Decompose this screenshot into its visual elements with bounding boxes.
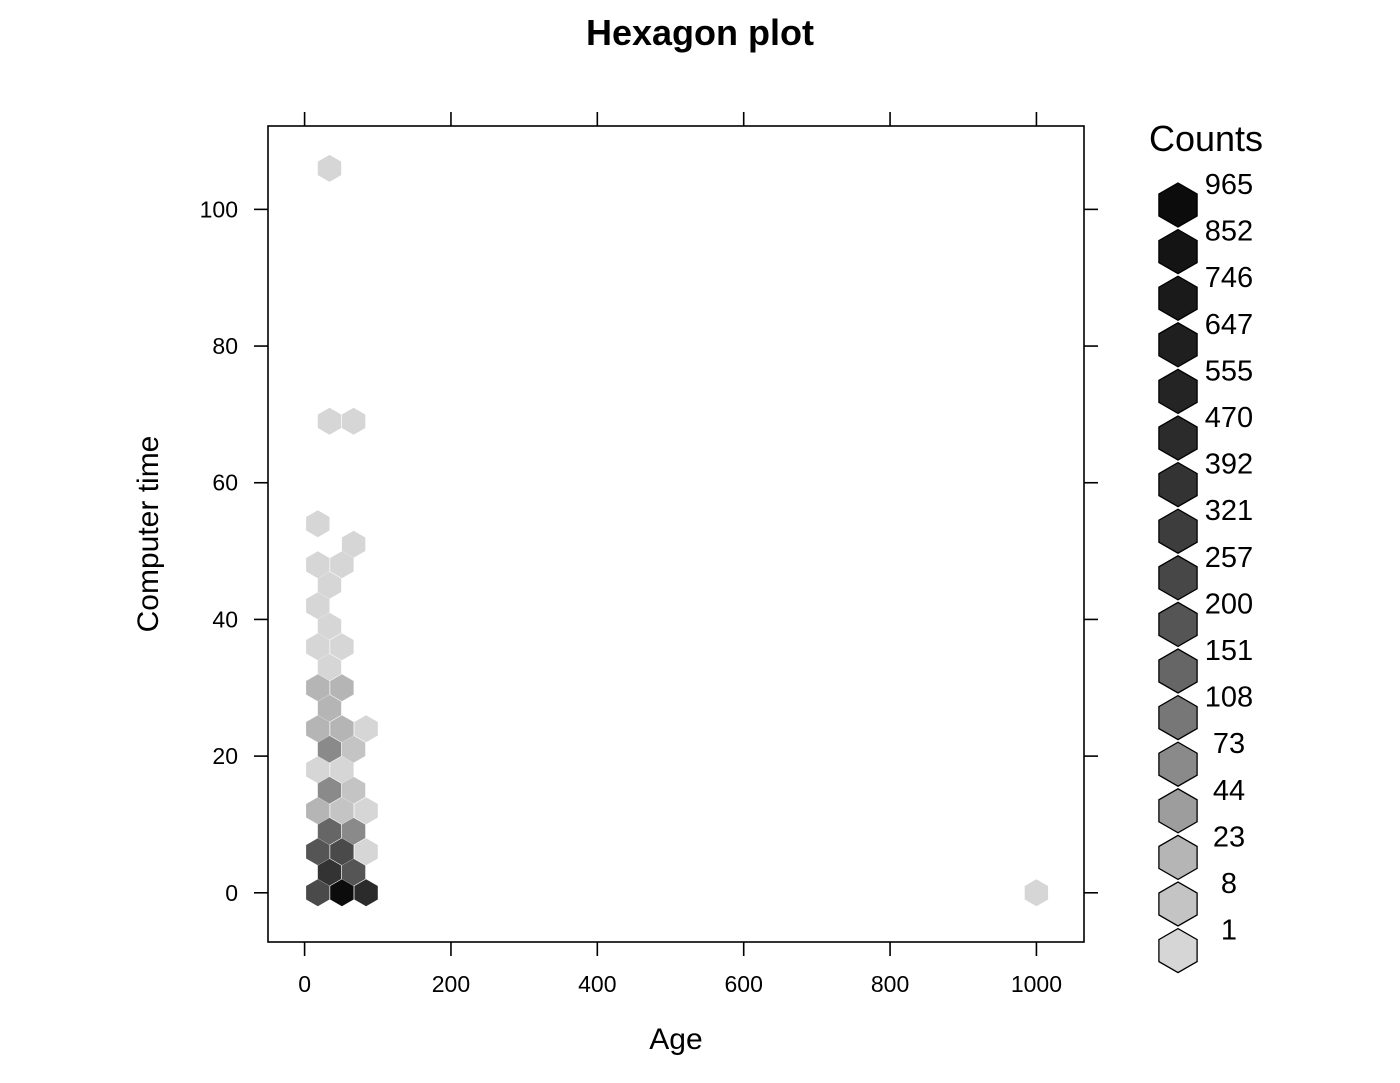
hex-bin bbox=[341, 735, 366, 763]
legend-label: 73 bbox=[1213, 728, 1245, 760]
hex-bin bbox=[306, 592, 330, 620]
chart-title: Hexagon plot bbox=[586, 12, 814, 53]
hex-bin bbox=[330, 715, 354, 743]
x-tick-label: 400 bbox=[578, 971, 616, 997]
hex-bin bbox=[317, 407, 342, 435]
y-tick-label: 60 bbox=[212, 470, 238, 496]
hex-bin bbox=[354, 797, 378, 825]
hex-bin bbox=[330, 674, 354, 702]
hex-bin bbox=[306, 838, 330, 866]
hex-bin bbox=[317, 694, 342, 722]
x-tick-label: 200 bbox=[432, 971, 470, 997]
legend-key bbox=[1158, 881, 1198, 927]
legend-key bbox=[1158, 927, 1198, 974]
hex-bin bbox=[330, 551, 354, 579]
legend-key bbox=[1158, 648, 1198, 694]
legend-key bbox=[1158, 461, 1198, 508]
legend-key bbox=[1158, 788, 1198, 834]
legend-label: 8 bbox=[1221, 868, 1237, 900]
legend-key bbox=[1158, 601, 1198, 648]
hex-bin bbox=[317, 653, 342, 681]
hex-bin bbox=[341, 858, 366, 886]
hex-bin bbox=[341, 530, 366, 558]
y-axis-label: Computer time bbox=[132, 436, 165, 633]
hex-bin bbox=[354, 715, 378, 743]
x-tick-label: 1000 bbox=[1011, 971, 1062, 997]
hex-bin bbox=[306, 510, 330, 538]
hex-bin bbox=[306, 715, 330, 743]
hex-bin bbox=[306, 756, 330, 784]
x-tick-label: 600 bbox=[725, 971, 763, 997]
legend-label: 470 bbox=[1205, 402, 1253, 434]
y-tick-label: 100 bbox=[200, 196, 238, 222]
legend-key bbox=[1158, 228, 1198, 275]
y-tick-label: 20 bbox=[212, 743, 238, 769]
hex-bin bbox=[1024, 879, 1049, 907]
hex-bin bbox=[330, 838, 354, 866]
legend-key bbox=[1158, 182, 1198, 228]
plot-frame bbox=[267, 125, 1085, 943]
x-axis: 0 200 400 600 800 1000 bbox=[298, 112, 1062, 997]
legend-label: 1 bbox=[1221, 915, 1237, 947]
hex-bin bbox=[354, 838, 378, 866]
x-tick-label: 800 bbox=[871, 971, 909, 997]
legend-label: 200 bbox=[1205, 588, 1253, 620]
plot-panel bbox=[267, 125, 1085, 943]
hex-bin bbox=[317, 858, 342, 886]
legend-label: 257 bbox=[1205, 542, 1253, 574]
y-tick-label: 80 bbox=[212, 333, 238, 359]
hex-bin bbox=[330, 756, 354, 784]
y-axis: 0 20 40 60 80 100 bbox=[200, 196, 1098, 906]
y-tick-label: 40 bbox=[212, 606, 238, 632]
legend-label: 321 bbox=[1205, 495, 1253, 527]
legend-key bbox=[1158, 694, 1198, 741]
hex-bin bbox=[317, 817, 342, 845]
legend-label: 852 bbox=[1205, 216, 1253, 248]
hex-bin bbox=[317, 154, 342, 182]
legend-key bbox=[1158, 834, 1198, 881]
legend-key bbox=[1158, 415, 1198, 461]
hex-bin bbox=[341, 817, 366, 845]
hex-bin bbox=[330, 797, 354, 825]
hex-bin bbox=[317, 571, 342, 599]
legend-label: 44 bbox=[1213, 775, 1245, 807]
hex-bin bbox=[330, 633, 354, 661]
legend-key bbox=[1158, 275, 1198, 321]
hex-bin bbox=[330, 879, 354, 907]
legend-label: 151 bbox=[1205, 635, 1253, 667]
legend-label: 23 bbox=[1213, 821, 1245, 853]
hex-bin bbox=[306, 633, 330, 661]
hex-bin bbox=[341, 776, 366, 804]
hex-bin bbox=[317, 735, 342, 763]
hex-bin bbox=[341, 407, 366, 435]
legend-title: Counts bbox=[1149, 118, 1263, 159]
hex-bin bbox=[306, 674, 330, 702]
hex-bin bbox=[306, 551, 330, 579]
legend-key bbox=[1158, 555, 1198, 601]
legend-key bbox=[1158, 322, 1198, 368]
x-axis-label: Age bbox=[649, 1023, 702, 1056]
x-tick-label: 0 bbox=[298, 971, 311, 997]
legend-key bbox=[1158, 508, 1198, 554]
legend-label: 108 bbox=[1205, 682, 1253, 714]
legend-label: 965 bbox=[1205, 169, 1253, 201]
hex-bin bbox=[306, 879, 330, 907]
hex-bin bbox=[317, 612, 342, 640]
hex-bin bbox=[354, 879, 378, 907]
hex-bin bbox=[306, 797, 330, 825]
legend-key bbox=[1158, 741, 1198, 787]
legend: Counts 965 852 746 647 555 470 392 321 257 200 151… bbox=[1149, 118, 1263, 974]
legend-label: 392 bbox=[1205, 449, 1253, 481]
legend-label: 555 bbox=[1205, 355, 1253, 387]
legend-label: 647 bbox=[1205, 309, 1253, 341]
legend-label: 746 bbox=[1205, 262, 1253, 294]
hex-bin bbox=[317, 776, 342, 804]
legend-key bbox=[1158, 368, 1198, 415]
y-tick-label: 0 bbox=[225, 880, 238, 906]
